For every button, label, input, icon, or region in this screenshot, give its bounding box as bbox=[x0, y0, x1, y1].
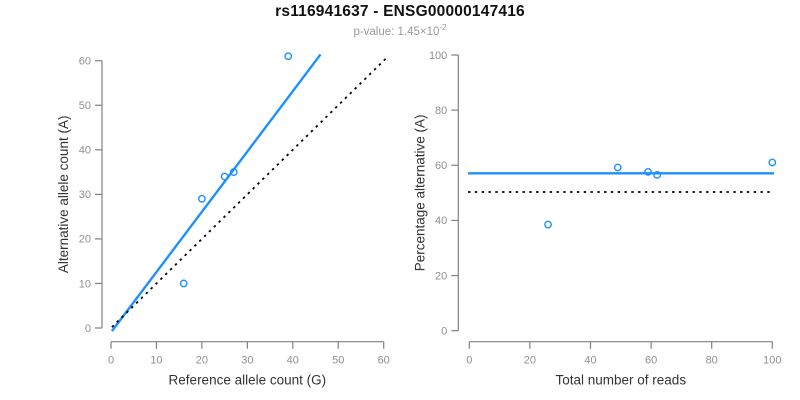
x-tick-label: 60 bbox=[645, 355, 657, 367]
y-axis-title: Percentage alternative (A) bbox=[412, 114, 427, 271]
y-tick-label: 20 bbox=[435, 270, 447, 282]
allele-counts-panel: 0 10 20 30 40 50 60 0 10 20 30 40 50 60 Reference alle… bbox=[56, 52, 390, 388]
y-tick-label: 50 bbox=[79, 100, 91, 112]
data-point bbox=[220, 172, 229, 181]
p-value-exponent: -2 bbox=[439, 23, 447, 32]
y-tick-label: 40 bbox=[79, 145, 91, 157]
p-value-prefix: p-value: bbox=[353, 25, 398, 38]
data-point bbox=[229, 168, 238, 176]
data-point bbox=[644, 167, 652, 176]
data-point bbox=[653, 171, 662, 179]
data-point bbox=[613, 163, 622, 172]
x-tick-label: 80 bbox=[706, 355, 718, 367]
y-tick-label: 0 bbox=[441, 326, 447, 338]
x-axis-title: Total number of reads bbox=[556, 373, 687, 388]
y-tick-label: 100 bbox=[429, 50, 447, 62]
fit-line bbox=[110, 53, 322, 332]
x-tick-label: 0 bbox=[466, 355, 472, 367]
x-tick-label: 20 bbox=[196, 355, 208, 367]
y-tick-label: 20 bbox=[79, 234, 91, 246]
y-tick-label: 60 bbox=[79, 56, 91, 68]
data-point bbox=[179, 279, 188, 288]
x-tick-label: 60 bbox=[378, 355, 390, 367]
x-tick-label: 40 bbox=[584, 355, 596, 367]
p-value-mantissa: 1.45×10 bbox=[397, 25, 440, 38]
x-tick-label: 0 bbox=[108, 355, 114, 367]
y-tick-label: 30 bbox=[79, 189, 91, 201]
x-tick-label: 50 bbox=[332, 355, 344, 367]
y-tick-label: 80 bbox=[435, 105, 447, 117]
percentage-vs-coverage-panel: 0 20 40 60 80 100 0 20 40 60 80 100 Total number of … bbox=[412, 50, 781, 388]
y-tick-label: 10 bbox=[79, 278, 91, 290]
x-tick-label: 10 bbox=[150, 355, 162, 367]
x-tick-label: 20 bbox=[524, 355, 536, 367]
x-tick-label: 30 bbox=[241, 355, 253, 367]
x-tick-label: 40 bbox=[287, 355, 299, 367]
data-point bbox=[768, 158, 777, 167]
data-point bbox=[284, 52, 293, 61]
figure-subtitle: p-value: 1.45×10-2 bbox=[0, 23, 800, 38]
x-axis-title: Reference allele count (G) bbox=[169, 373, 327, 388]
y-axis-title: Alternative allele count (A) bbox=[56, 116, 71, 274]
y-tick-label: 60 bbox=[435, 160, 447, 172]
y-tick-label: 0 bbox=[85, 323, 91, 335]
data-point bbox=[544, 220, 552, 229]
figure-title: rs116941637 - ENSG00000147416 bbox=[275, 3, 525, 20]
identity-line bbox=[111, 57, 388, 328]
data-point bbox=[197, 194, 206, 203]
x-tick-label: 100 bbox=[763, 355, 781, 367]
y-tick-label: 40 bbox=[435, 215, 447, 227]
